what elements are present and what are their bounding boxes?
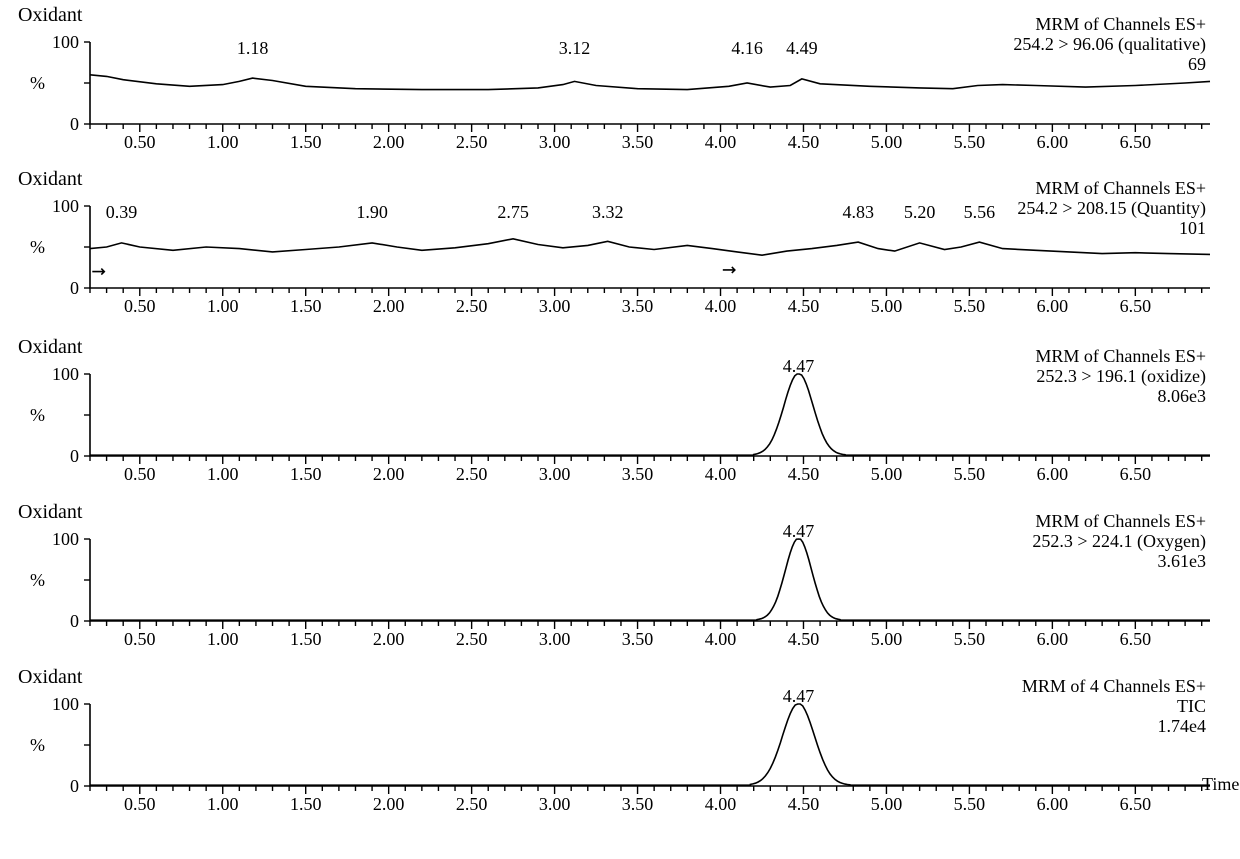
xtick: 4.00 [705, 464, 737, 485]
xtick: 0.50 [124, 464, 156, 485]
trace [90, 539, 1210, 620]
xtick: 3.00 [539, 132, 571, 153]
xtick: 3.00 [539, 464, 571, 485]
xtick: 1.50 [290, 794, 322, 815]
peak-label: 1.90 [356, 202, 388, 223]
xtick: 2.50 [456, 296, 488, 317]
trace [90, 704, 1210, 785]
xtick: 6.00 [1037, 296, 1069, 317]
peak-label: 4.47 [783, 356, 815, 377]
xtick: 2.50 [456, 464, 488, 485]
xtick: 6.00 [1037, 629, 1069, 650]
xtick: 3.50 [622, 296, 654, 317]
trace [90, 374, 1210, 455]
trace [90, 75, 1210, 90]
peak-label: 4.49 [786, 38, 818, 59]
xtick: 3.00 [539, 794, 571, 815]
xtick: 1.00 [207, 794, 239, 815]
chromatogram-panel-1: OxidantMRM of Channels ES+254.2 > 208.15… [0, 172, 1240, 332]
xtick: 5.50 [954, 296, 986, 317]
xtick: 2.00 [373, 132, 405, 153]
peak-label: 3.12 [559, 38, 591, 59]
xtick: 3.50 [622, 132, 654, 153]
xtick: 0.50 [124, 296, 156, 317]
xtick: 1.00 [207, 132, 239, 153]
xtick: 5.00 [871, 629, 903, 650]
xtick: 5.00 [871, 794, 903, 815]
xtick: 6.00 [1037, 794, 1069, 815]
xtick: 6.50 [1120, 794, 1152, 815]
xtick: 2.00 [373, 464, 405, 485]
xtick: 5.50 [954, 464, 986, 485]
xtick: 1.00 [207, 629, 239, 650]
xtick: 6.50 [1120, 629, 1152, 650]
xtick: 3.50 [622, 629, 654, 650]
xtick: 6.50 [1120, 132, 1152, 153]
xtick: 5.50 [954, 629, 986, 650]
xtick: 0.50 [124, 629, 156, 650]
xtick: 5.00 [871, 464, 903, 485]
xtick: 2.00 [373, 629, 405, 650]
xtick: 2.50 [456, 794, 488, 815]
xtick: 5.50 [954, 132, 986, 153]
xtick: 0.50 [124, 794, 156, 815]
xtick: 1.50 [290, 132, 322, 153]
xtick: 1.50 [290, 296, 322, 317]
xtick: 2.50 [456, 629, 488, 650]
peak-label: 4.47 [783, 521, 815, 542]
chromatogram-panel-0: OxidantMRM of Channels ES+254.2 > 96.06 … [0, 8, 1240, 158]
peak-label: 4.83 [842, 202, 874, 223]
chromatogram-panel-3: OxidantMRM of Channels ES+252.3 > 224.1 … [0, 505, 1240, 655]
xtick: 4.50 [788, 629, 820, 650]
xtick: 5.00 [871, 132, 903, 153]
xtick: 4.00 [705, 296, 737, 317]
xtick: 3.50 [622, 464, 654, 485]
xtick: 1.50 [290, 464, 322, 485]
xtick: 4.00 [705, 629, 737, 650]
xtick: 2.50 [456, 132, 488, 153]
xtick: 4.50 [788, 132, 820, 153]
peak-label: 0.39 [106, 202, 138, 223]
xtick: 3.50 [622, 794, 654, 815]
peak-label: 4.47 [783, 686, 815, 707]
xtick: 1.00 [207, 296, 239, 317]
peak-label: 3.32 [592, 202, 624, 223]
xtick: 6.50 [1120, 296, 1152, 317]
peak-label: 2.75 [497, 202, 529, 223]
xtick: 4.50 [788, 296, 820, 317]
xtick: 6.50 [1120, 464, 1152, 485]
xtick: 1.00 [207, 464, 239, 485]
time-axis-label: Time [1202, 774, 1239, 795]
trace [90, 239, 1210, 255]
xtick: 4.50 [788, 794, 820, 815]
xtick: 4.00 [705, 132, 737, 153]
xtick: 6.00 [1037, 132, 1069, 153]
xtick: 4.00 [705, 794, 737, 815]
peak-label: 1.18 [237, 38, 269, 59]
xtick: 2.00 [373, 296, 405, 317]
chromatogram-panel-4: OxidantMRM of 4 Channels ES+TIC1.74e4100… [0, 670, 1240, 825]
xtick: 3.00 [539, 296, 571, 317]
xtick: 1.50 [290, 629, 322, 650]
peak-label: 4.16 [731, 38, 763, 59]
peak-label: 5.20 [904, 202, 936, 223]
chromatogram-panel-2: OxidantMRM of Channels ES+252.3 > 196.1 … [0, 340, 1240, 490]
xtick: 5.00 [871, 296, 903, 317]
xtick: 0.50 [124, 132, 156, 153]
xtick: 3.00 [539, 629, 571, 650]
peak-label: 5.56 [964, 202, 996, 223]
xtick: 4.50 [788, 464, 820, 485]
xtick: 5.50 [954, 794, 986, 815]
xtick: 2.00 [373, 794, 405, 815]
xtick: 6.00 [1037, 464, 1069, 485]
